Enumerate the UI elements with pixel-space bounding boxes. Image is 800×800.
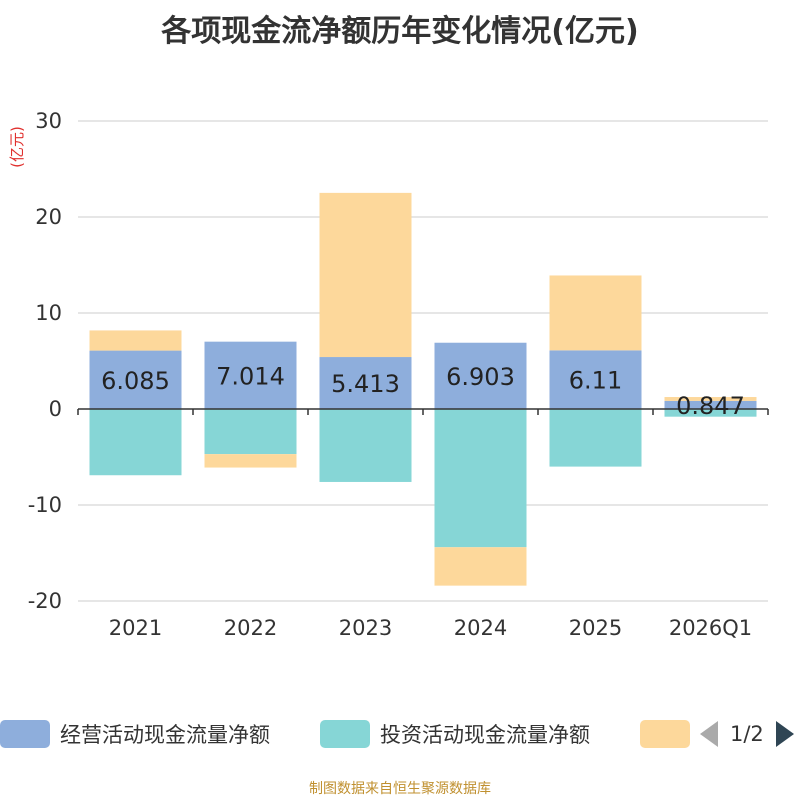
bar-1-2026Q1 bbox=[664, 409, 757, 417]
y-tick-label: -20 bbox=[28, 589, 62, 613]
bar-2-2021 bbox=[89, 330, 182, 351]
y-tick-label: 0 bbox=[49, 397, 62, 421]
x-tick-label: 2025 bbox=[569, 616, 622, 640]
x-tick-label: 2024 bbox=[454, 616, 507, 640]
bar-0-2023 bbox=[319, 357, 412, 409]
bar-0-2024 bbox=[434, 342, 527, 409]
bar-1-2023 bbox=[319, 409, 412, 482]
legend-item-investing[interactable]: 投资活动现金流量净额 bbox=[320, 714, 590, 754]
data-label-2022: 7.014 bbox=[216, 362, 285, 390]
data-label-2025: 6.11 bbox=[569, 367, 622, 395]
data-label-2026Q1: 0.847 bbox=[676, 392, 745, 420]
x-tick-label: 2021 bbox=[109, 616, 162, 640]
x-tick-label: 2026Q1 bbox=[669, 616, 752, 640]
y-tick-label: 10 bbox=[35, 301, 62, 325]
bar-0-2026Q1 bbox=[664, 400, 757, 409]
legend-item-operating[interactable]: 经营活动现金流量净额 bbox=[0, 714, 270, 754]
legend-swatch-financing bbox=[640, 720, 690, 748]
data-label-2021: 6.085 bbox=[101, 367, 170, 395]
bar-1-2022 bbox=[204, 409, 297, 455]
y-axis-label: (亿元) bbox=[8, 126, 26, 168]
bar-2-2026Q1 bbox=[664, 397, 757, 401]
legend-swatch-investing bbox=[320, 720, 370, 748]
data-label-2023: 5.413 bbox=[331, 370, 400, 398]
legend: 经营活动现金流量净额 投资活动现金流量净额 1/2 bbox=[0, 714, 800, 754]
legend-label-investing: 投资活动现金流量净额 bbox=[380, 723, 590, 747]
legend-item-financing[interactable] bbox=[640, 714, 700, 754]
bar-0-2022 bbox=[204, 341, 297, 409]
next-page-icon[interactable] bbox=[775, 721, 794, 747]
x-tick-label: 2023 bbox=[339, 616, 392, 640]
bar-2-2022 bbox=[204, 454, 297, 468]
y-tick-label: 30 bbox=[35, 109, 62, 133]
bar-2-2024 bbox=[434, 547, 527, 586]
x-tick-label: 2022 bbox=[224, 616, 277, 640]
bar-1-2021 bbox=[89, 409, 182, 476]
legend-page-indicator: 1/2 bbox=[730, 722, 764, 746]
bar-1-2024 bbox=[434, 409, 527, 548]
y-tick-label: -10 bbox=[28, 493, 62, 517]
data-label-2024: 6.903 bbox=[446, 363, 515, 391]
bar-2-2023 bbox=[319, 192, 412, 358]
chart-title: 各项现金流净额历年变化情况(亿元) bbox=[161, 14, 639, 49]
legend-label-operating: 经营活动现金流量净额 bbox=[60, 723, 270, 747]
bar-0-2021 bbox=[89, 350, 182, 409]
y-tick-label: 20 bbox=[35, 205, 62, 229]
bar-1-2025 bbox=[549, 409, 642, 467]
legend-pager: 1/2 bbox=[700, 714, 794, 754]
prev-page-icon[interactable] bbox=[700, 721, 718, 747]
bar-2-2025 bbox=[549, 275, 642, 351]
source-footer: 制图数据来自恒生聚源数据库 bbox=[309, 781, 491, 797]
bar-0-2025 bbox=[549, 350, 642, 409]
legend-swatch-operating bbox=[0, 720, 50, 748]
